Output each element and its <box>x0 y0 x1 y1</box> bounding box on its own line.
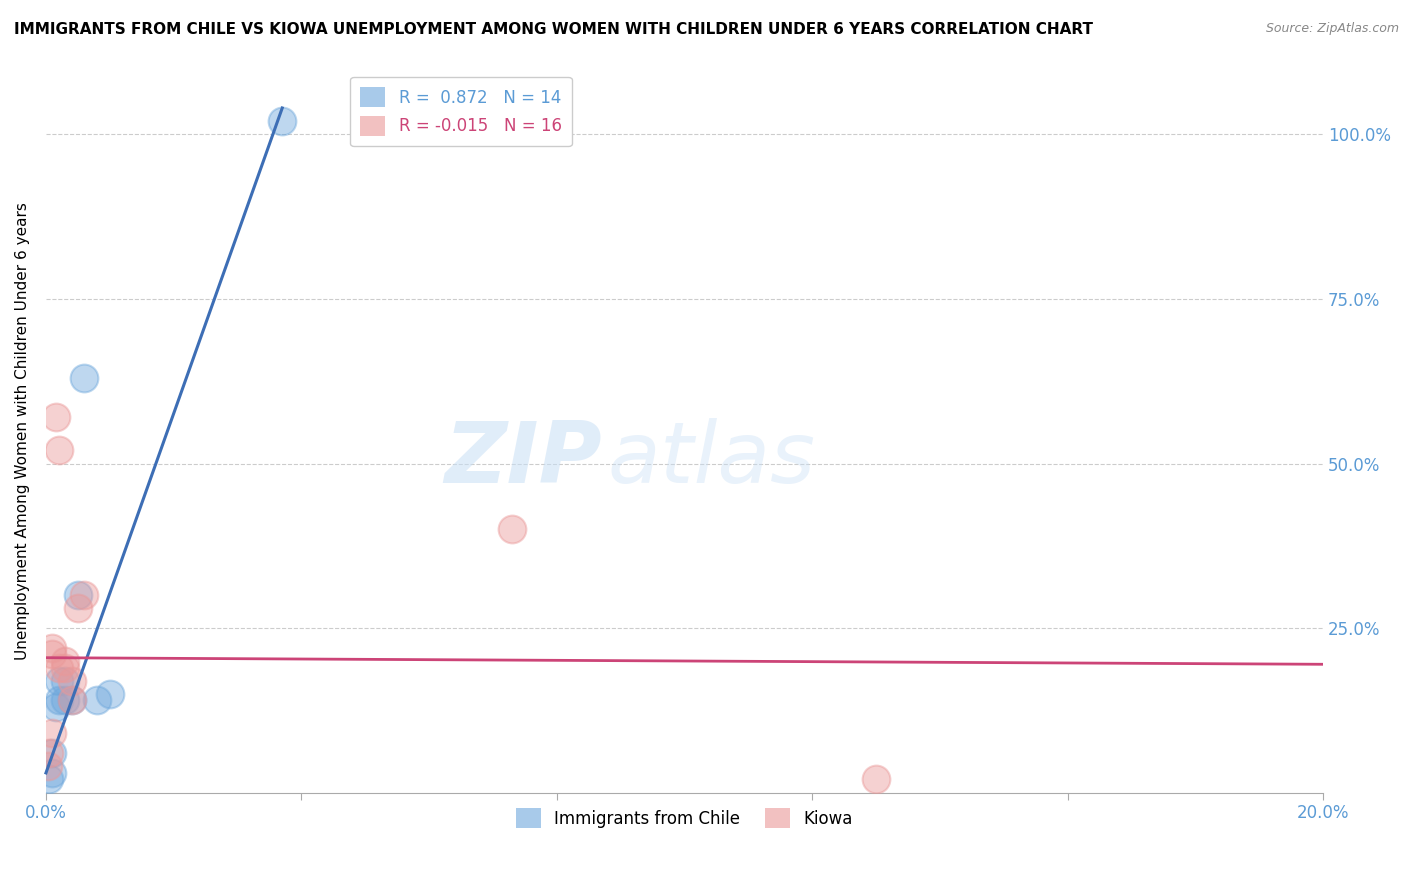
Kiowa <box>41 726 63 740</box>
Immigrants from Chile <box>66 588 89 602</box>
Text: IMMIGRANTS FROM CHILE VS KIOWA UNEMPLOYMENT AMONG WOMEN WITH CHILDREN UNDER 6 YE: IMMIGRANTS FROM CHILE VS KIOWA UNEMPLOYM… <box>14 22 1092 37</box>
Text: ZIP: ZIP <box>444 418 602 501</box>
Y-axis label: Unemployment Among Women with Children Under 6 years: Unemployment Among Women with Children U… <box>15 202 30 659</box>
Kiowa <box>66 601 89 615</box>
Kiowa <box>60 693 83 707</box>
Immigrants from Chile <box>38 772 60 787</box>
Immigrants from Chile <box>48 693 70 707</box>
Immigrants from Chile <box>41 765 63 780</box>
Kiowa <box>48 443 70 458</box>
Immigrants from Chile <box>86 693 108 707</box>
Kiowa <box>48 660 70 674</box>
Immigrants from Chile <box>73 371 96 385</box>
Immigrants from Chile <box>60 693 83 707</box>
Legend: Immigrants from Chile, Kiowa: Immigrants from Chile, Kiowa <box>509 801 859 835</box>
Immigrants from Chile <box>53 673 76 688</box>
Kiowa <box>38 746 60 760</box>
Immigrants from Chile <box>45 700 67 714</box>
Immigrants from Chile <box>41 746 63 760</box>
Kiowa <box>41 640 63 655</box>
Immigrants from Chile <box>98 687 121 701</box>
Immigrants from Chile <box>53 693 76 707</box>
Kiowa <box>45 410 67 425</box>
Kiowa <box>41 648 63 662</box>
Immigrants from Chile <box>48 673 70 688</box>
Kiowa <box>865 772 887 787</box>
Immigrants from Chile <box>271 114 294 128</box>
Kiowa <box>60 673 83 688</box>
Kiowa <box>53 660 76 674</box>
Kiowa <box>501 522 523 536</box>
Kiowa <box>53 654 76 668</box>
Kiowa <box>73 588 96 602</box>
Text: Source: ZipAtlas.com: Source: ZipAtlas.com <box>1265 22 1399 36</box>
Kiowa <box>37 759 59 773</box>
Text: atlas: atlas <box>607 418 815 501</box>
